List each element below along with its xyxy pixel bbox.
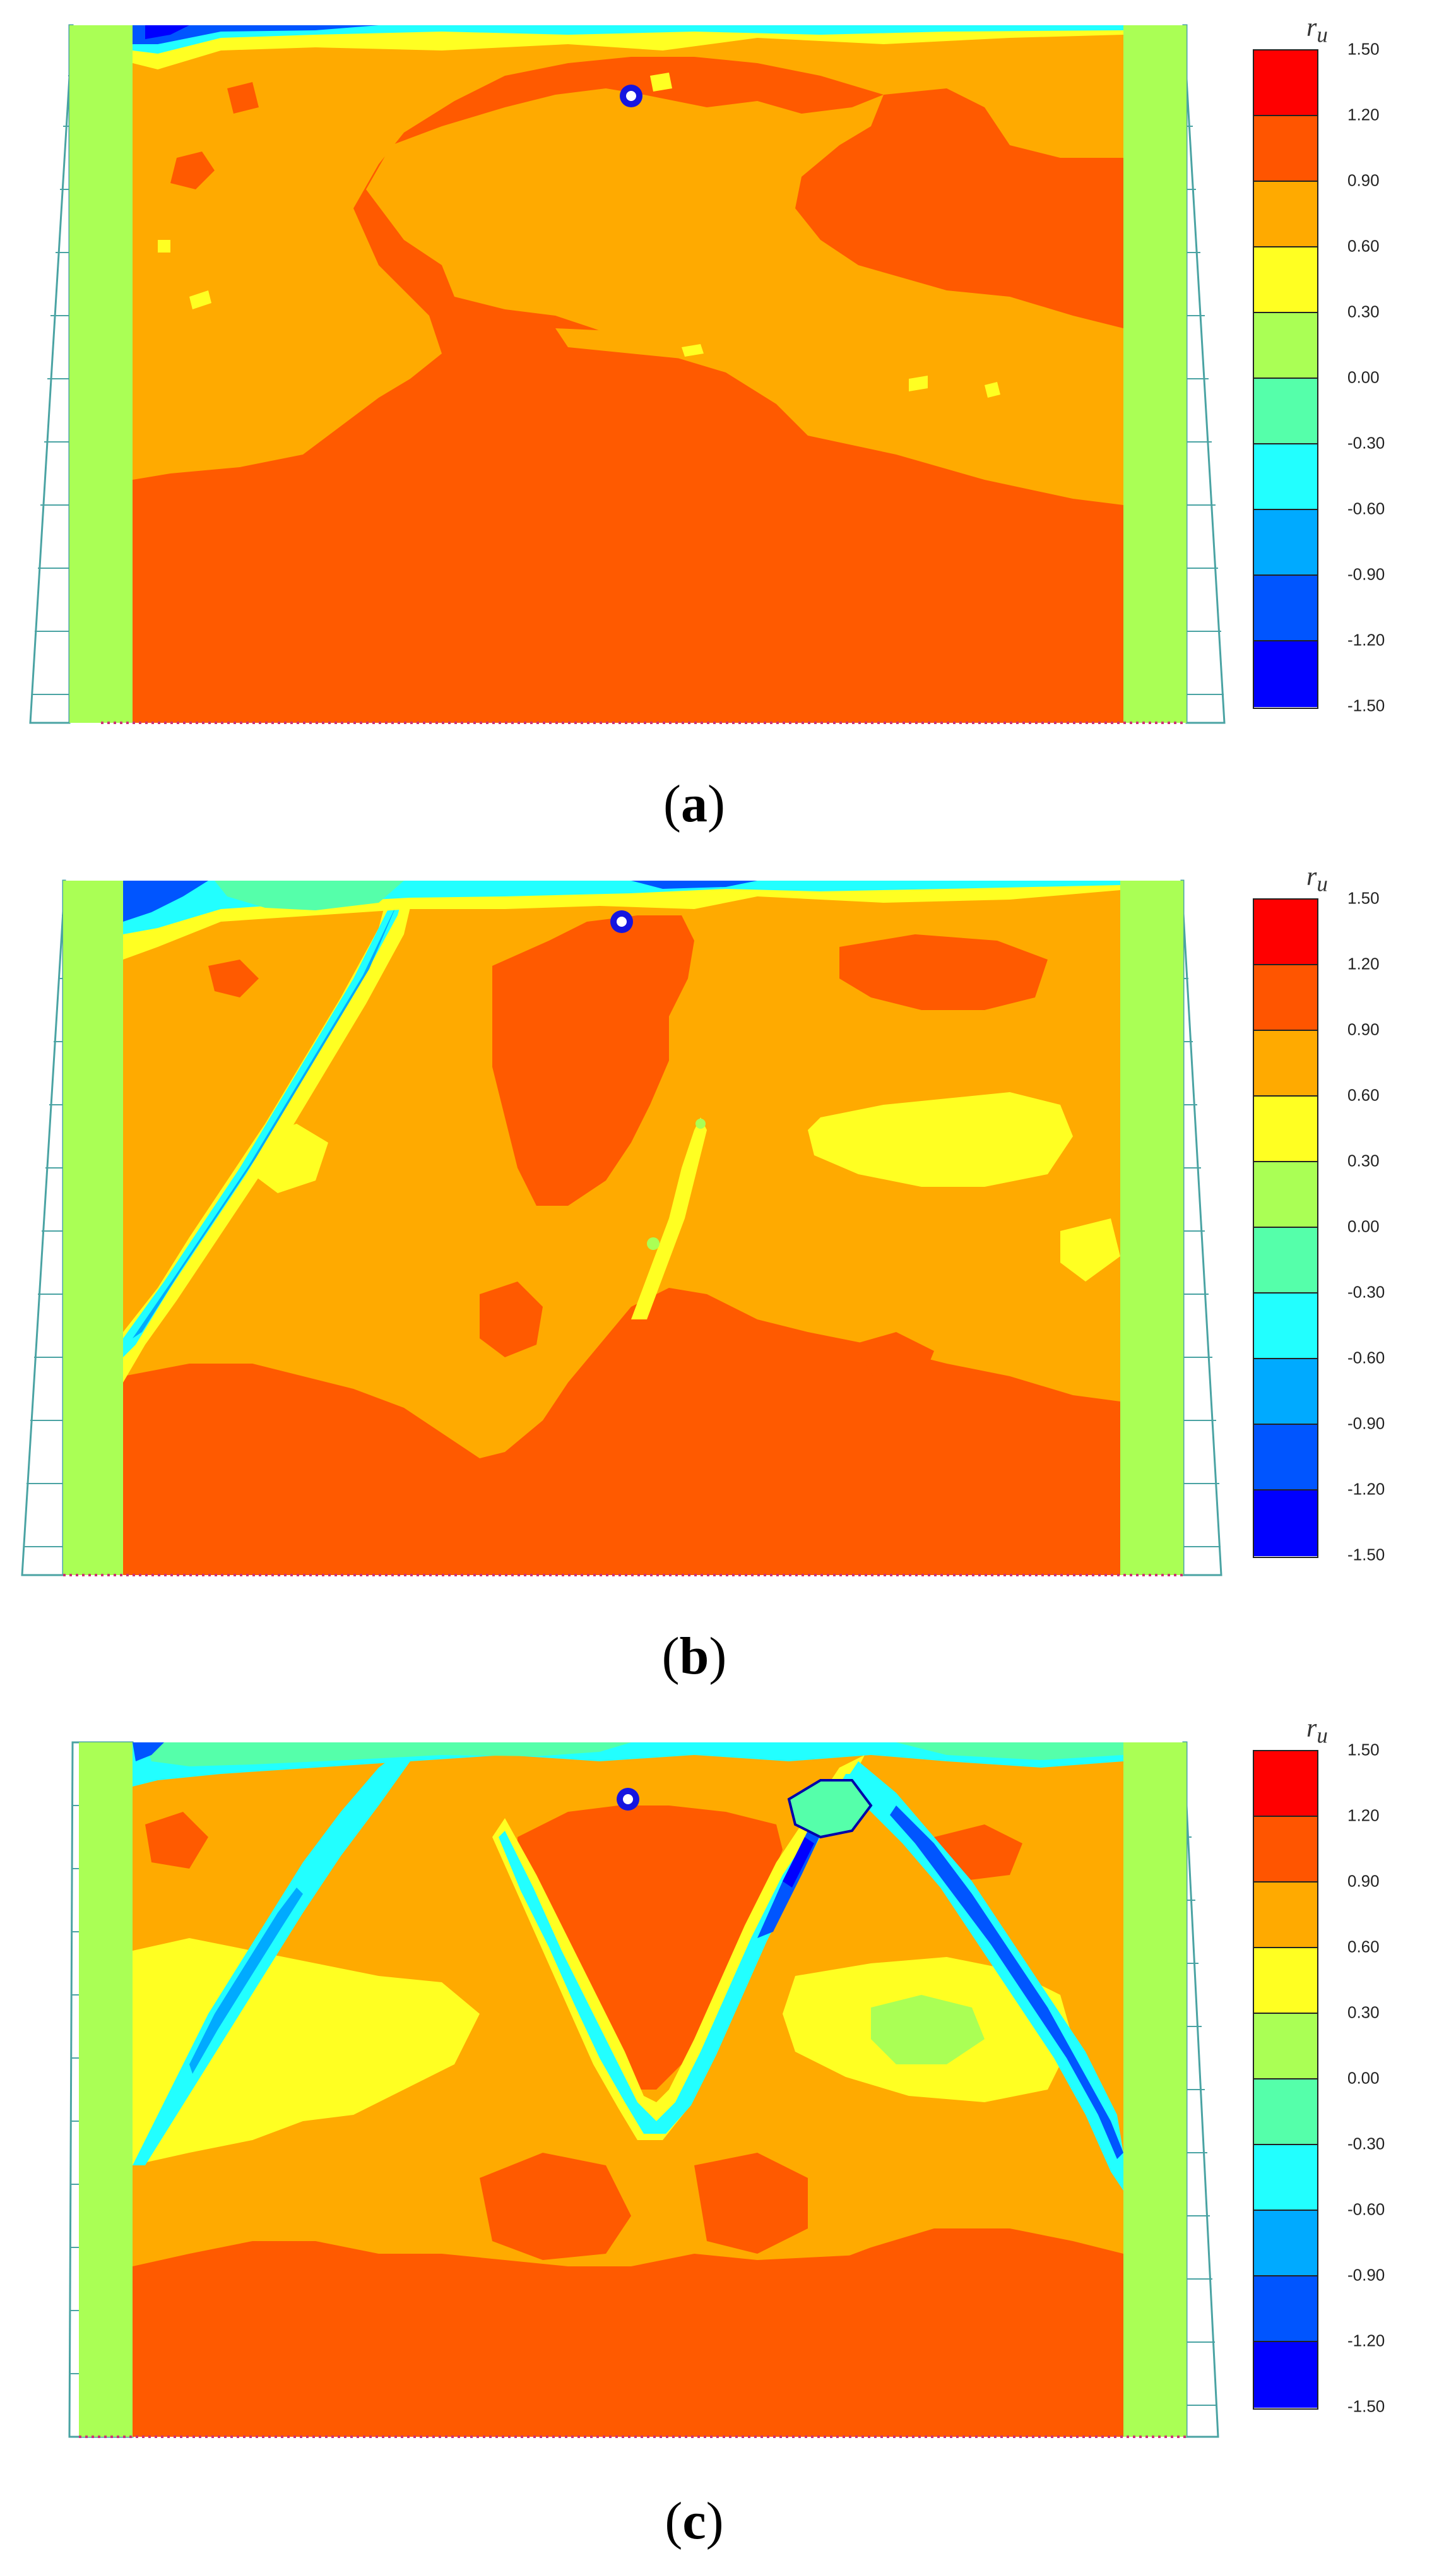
side-column-right	[1123, 1742, 1187, 2437]
contour-field-a	[133, 25, 1123, 723]
color-swatch	[1254, 900, 1317, 965]
panel-c: ru 1.50 1.20 0.90 0.60 0.30 0.00 -0.30 -…	[0, 1711, 1456, 2570]
color-swatch	[1254, 313, 1317, 379]
contour-field-b	[123, 881, 1120, 1575]
legend-tick-label: 0.00	[1347, 367, 1380, 387]
legend-tick-label: 1.50	[1347, 888, 1380, 908]
legend-tick-label: -0.90	[1347, 1413, 1385, 1433]
side-hatch-left	[32, 37, 71, 695]
color-scale	[1253, 1750, 1318, 2410]
legend-tick-label: -1.20	[1347, 1479, 1385, 1499]
side-column-left	[63, 881, 123, 1575]
color-scale	[1253, 898, 1318, 1558]
legend-tick-label: 0.30	[1347, 1151, 1380, 1170]
legend-tick-label: 1.20	[1347, 954, 1380, 973]
side-column-right	[1123, 25, 1187, 723]
color-swatch	[1254, 2276, 1317, 2342]
legend-tick-label: 0.00	[1347, 1217, 1380, 1236]
color-swatch	[1254, 182, 1317, 247]
contour-field-c	[133, 1742, 1123, 2437]
color-swatch	[1254, 576, 1317, 641]
legend-tick-label: -1.20	[1347, 2331, 1385, 2350]
color-swatch	[1254, 1751, 1317, 1817]
legend-tick-label: 0.60	[1347, 1085, 1380, 1105]
color-swatch	[1254, 641, 1317, 707]
color-swatch	[1254, 2145, 1317, 2211]
color-swatch	[1254, 379, 1317, 444]
legend-tick-label: -1.20	[1347, 630, 1385, 650]
legend-tick-label: 0.00	[1347, 2068, 1380, 2088]
color-swatch	[1254, 51, 1317, 116]
legend-tick-label: 0.30	[1347, 2002, 1380, 2022]
legend-tick-label: 0.60	[1347, 236, 1380, 256]
legend-tick-label: -0.60	[1347, 1348, 1385, 1367]
panel-b: ru 1.50 1.20 0.90 0.60 0.30 0.00 -0.30 -…	[0, 852, 1456, 1698]
side-column-left	[69, 25, 133, 723]
color-swatch	[1254, 2079, 1317, 2145]
color-swatch	[1254, 116, 1317, 182]
color-swatch	[1254, 1817, 1317, 1883]
legend-tick-label: -1.50	[1347, 1545, 1385, 1564]
color-swatch	[1254, 1883, 1317, 1948]
side-hatch-left	[23, 915, 64, 1547]
legend-tick-label: -0.60	[1347, 499, 1385, 518]
color-swatch	[1254, 1425, 1317, 1490]
color-swatch	[1254, 2342, 1317, 2408]
panel-a: ru 1.50 1.20 0.90 0.60 0.30 0.00 -0.30 -…	[0, 0, 1456, 840]
color-swatch	[1254, 2211, 1317, 2276]
legend-title: ru	[1306, 13, 1328, 47]
legend-tick-label: 0.90	[1347, 170, 1380, 190]
legend-tick-label: -1.50	[1347, 696, 1385, 715]
panel-caption-b: (b)	[661, 1627, 727, 1686]
side-column-left	[79, 1742, 133, 2437]
contour-plot-c	[68, 1741, 1219, 2438]
legend-tick-label: -0.90	[1347, 2265, 1385, 2285]
legend-tick-label: -1.50	[1347, 2396, 1385, 2416]
color-swatch	[1254, 1097, 1317, 1162]
legend-tick-label: -0.30	[1347, 1282, 1385, 1302]
color-swatch	[1254, 1490, 1317, 1556]
legend-tick-label: -0.30	[1347, 433, 1385, 453]
color-swatch	[1254, 1162, 1317, 1228]
color-swatch	[1254, 1948, 1317, 2014]
panel-caption-a: (a)	[663, 775, 725, 833]
legend-tick-label: 1.20	[1347, 1806, 1380, 1825]
color-swatch	[1254, 247, 1317, 313]
color-scale	[1253, 49, 1318, 709]
contour-plot-b	[21, 879, 1222, 1576]
side-hatch-left	[69, 1805, 79, 2374]
legend-tick-label: 1.50	[1347, 1740, 1380, 1759]
color-swatch	[1254, 444, 1317, 510]
color-swatch	[1254, 510, 1317, 576]
color-swatch	[1254, 2014, 1317, 2079]
color-swatch	[1254, 1294, 1317, 1359]
legend-tick-label: 1.50	[1347, 39, 1380, 59]
side-column-right	[1120, 881, 1183, 1575]
legend-tick-label: 0.60	[1347, 1937, 1380, 1956]
legend-title: ru	[1306, 1714, 1328, 1748]
legend-title: ru	[1306, 862, 1328, 896]
legend-tick-label: 0.30	[1347, 302, 1380, 321]
legend-tick-label: -0.30	[1347, 2134, 1385, 2153]
legend-tick-label: -0.60	[1347, 2199, 1385, 2219]
legend-tick-label: 0.90	[1347, 1871, 1380, 1891]
color-swatch	[1254, 1359, 1317, 1425]
side-hatch-right	[1183, 978, 1221, 1547]
color-swatch	[1254, 1031, 1317, 1097]
legend-tick-label: -0.90	[1347, 564, 1385, 584]
legend-tick-label: 1.20	[1347, 105, 1380, 124]
contour-plot-a	[29, 24, 1226, 724]
panel-caption-c: (c)	[665, 2492, 724, 2550]
color-swatch	[1254, 1228, 1317, 1294]
side-hatch-right	[1186, 1836, 1217, 2406]
color-swatch	[1254, 965, 1317, 1031]
legend-tick-label: 0.90	[1347, 1020, 1380, 1039]
